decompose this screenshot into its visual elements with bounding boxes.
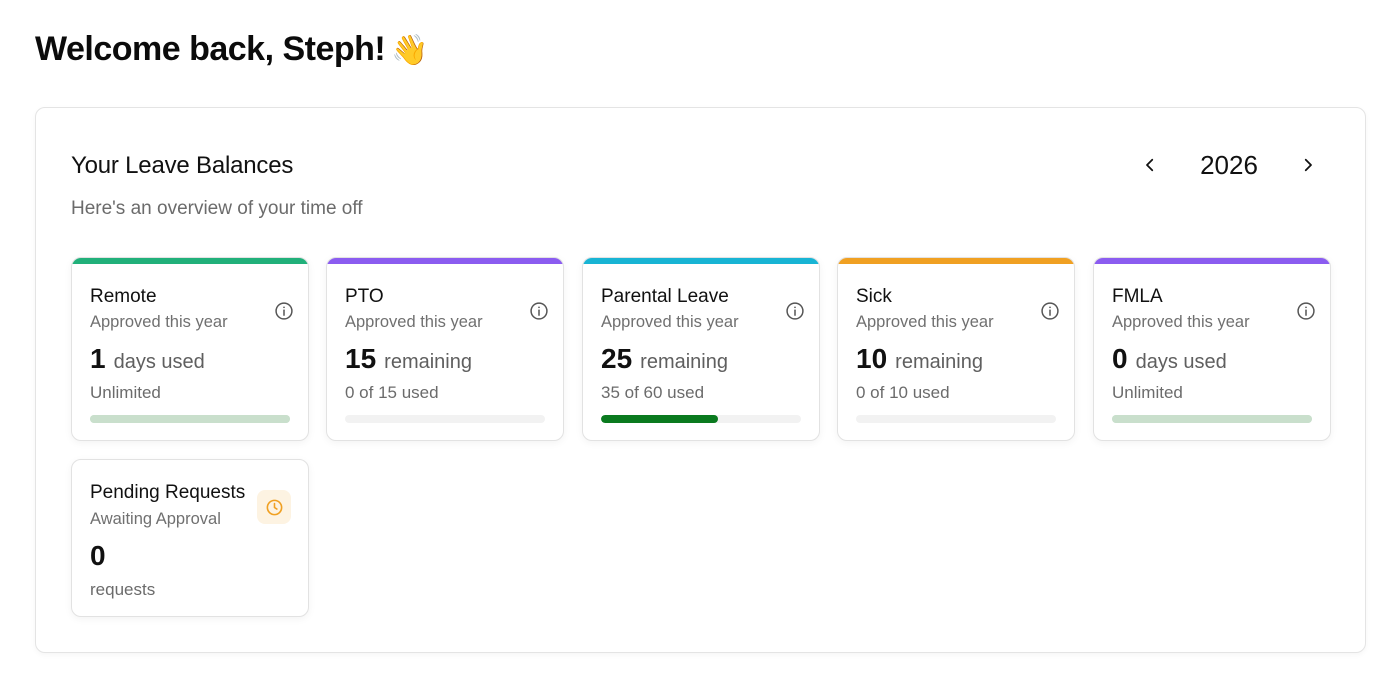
leave-balances-panel: Your Leave Balances Here's an overview o… — [35, 107, 1366, 653]
info-icon[interactable] — [1296, 301, 1316, 321]
card-number: 10 — [856, 343, 888, 374]
previous-year-button[interactable] — [1133, 148, 1167, 182]
card-detail: 35 of 60 used — [601, 383, 705, 402]
card-accent-bar — [838, 258, 1074, 264]
progress-track — [90, 415, 290, 423]
card-title: Pending Requests — [90, 482, 246, 503]
card-value: 1 days used — [90, 343, 205, 375]
balance-card-fmla: FMLA Approved this year 0 days used Unlim… — [1093, 257, 1331, 441]
progress-fill — [601, 415, 718, 423]
progress-track — [1112, 415, 1312, 423]
card-value: 10 remaining — [856, 343, 983, 375]
card-detail: 0 of 10 used — [856, 383, 950, 402]
card-subtitle: Approved this year — [601, 313, 739, 331]
balance-card-sick: Sick Approved this year 10 remaining 0 of… — [837, 257, 1075, 441]
chevron-left-icon — [1146, 158, 1154, 172]
info-icon[interactable] — [1040, 301, 1060, 321]
card-unit: days used — [1135, 351, 1227, 373]
card-subtitle: Approved this year — [345, 313, 483, 331]
progress-track — [856, 415, 1056, 423]
card-value: 0 — [90, 540, 106, 572]
card-subtitle: Awaiting Approval — [90, 510, 221, 528]
progress-fill — [1112, 415, 1312, 423]
card-number: 1 — [90, 343, 106, 374]
card-detail: Unlimited — [90, 383, 161, 402]
balance-card-remote: Remote Approved this year 1 days used Unl… — [71, 257, 309, 441]
card-accent-bar — [327, 258, 563, 264]
card-number: 15 — [345, 343, 377, 374]
info-icon[interactable] — [274, 301, 294, 321]
card-title: Sick — [856, 286, 892, 307]
card-accent-bar — [583, 258, 819, 264]
card-unit: days used — [113, 351, 205, 373]
balance-card-pto: PTO Approved this year 15 remaining 0 of … — [326, 257, 564, 441]
current-year: 2026 — [1200, 149, 1258, 180]
card-number: 0 — [1112, 343, 1128, 374]
card-detail: 0 of 15 used — [345, 383, 439, 402]
card-subtitle: Approved this year — [1112, 313, 1250, 331]
info-icon[interactable] — [529, 301, 549, 321]
card-title: FMLA — [1112, 286, 1163, 307]
card-title: PTO — [345, 286, 384, 307]
progress-track — [601, 415, 801, 423]
progress-fill — [90, 415, 290, 423]
card-detail: requests — [90, 580, 156, 599]
card-unit: remaining — [384, 351, 472, 373]
panel-title: Your Leave Balances — [71, 152, 294, 179]
clock-icon — [266, 499, 282, 515]
card-number: 25 — [601, 343, 633, 374]
card-detail: Unlimited — [1112, 383, 1183, 402]
pending-requests-card: Pending Requests Awaiting Approval 0 req… — [71, 459, 309, 617]
card-value: 15 remaining — [345, 343, 472, 375]
card-unit: remaining — [895, 351, 983, 373]
welcome-heading: Welcome back, Steph! 👋 — [35, 30, 429, 69]
card-subtitle: Approved this year — [856, 313, 994, 331]
balance-card-parental-leave: Parental Leave Approved this year 25 rema… — [582, 257, 820, 441]
card-accent-bar — [1094, 258, 1330, 264]
welcome-text: Welcome back, Steph! — [35, 30, 386, 68]
card-unit: remaining — [640, 351, 728, 373]
card-number: 0 — [90, 540, 106, 571]
wave-emoji: 👋 — [391, 34, 429, 67]
year-selector: 2026 — [1133, 148, 1325, 182]
card-subtitle: Approved this year — [90, 313, 228, 331]
panel-subtitle: Here's an overview of your time off — [71, 198, 363, 219]
card-accent-bar — [72, 258, 308, 264]
card-value: 25 remaining — [601, 343, 728, 375]
info-icon[interactable] — [785, 301, 805, 321]
card-title: Remote — [90, 286, 157, 307]
chevron-right-icon — [1304, 158, 1312, 172]
card-value: 0 days used — [1112, 343, 1227, 375]
clock-icon-badge — [257, 490, 291, 524]
card-title: Parental Leave — [601, 286, 729, 307]
progress-track — [345, 415, 545, 423]
next-year-button[interactable] — [1291, 148, 1325, 182]
